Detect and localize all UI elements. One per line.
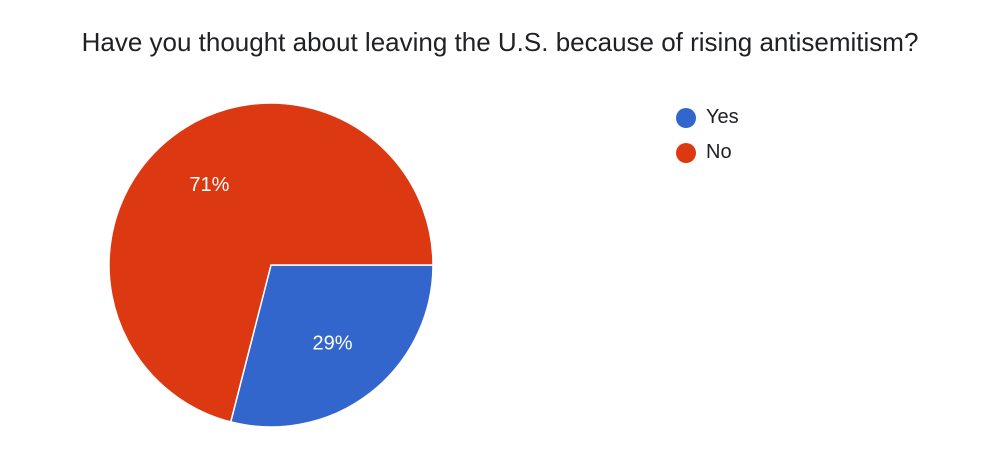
legend: Yes No: [676, 100, 739, 170]
pie-slice-yes: [229, 264, 434, 428]
legend-item-no: No: [676, 135, 739, 170]
pie-slice-no: [108, 102, 434, 423]
legend-label-yes: Yes: [706, 106, 739, 128]
slice-label-yes: 29%: [313, 333, 353, 355]
legend-swatch-no: [676, 142, 696, 163]
legend-swatch-yes: [676, 107, 696, 128]
legend-item-yes: Yes: [676, 100, 739, 135]
chart-title: Have you thought about leaving the U.S. …: [81, 27, 919, 57]
legend-label-no: No: [706, 141, 732, 163]
slice-label-no: 71%: [189, 174, 229, 196]
